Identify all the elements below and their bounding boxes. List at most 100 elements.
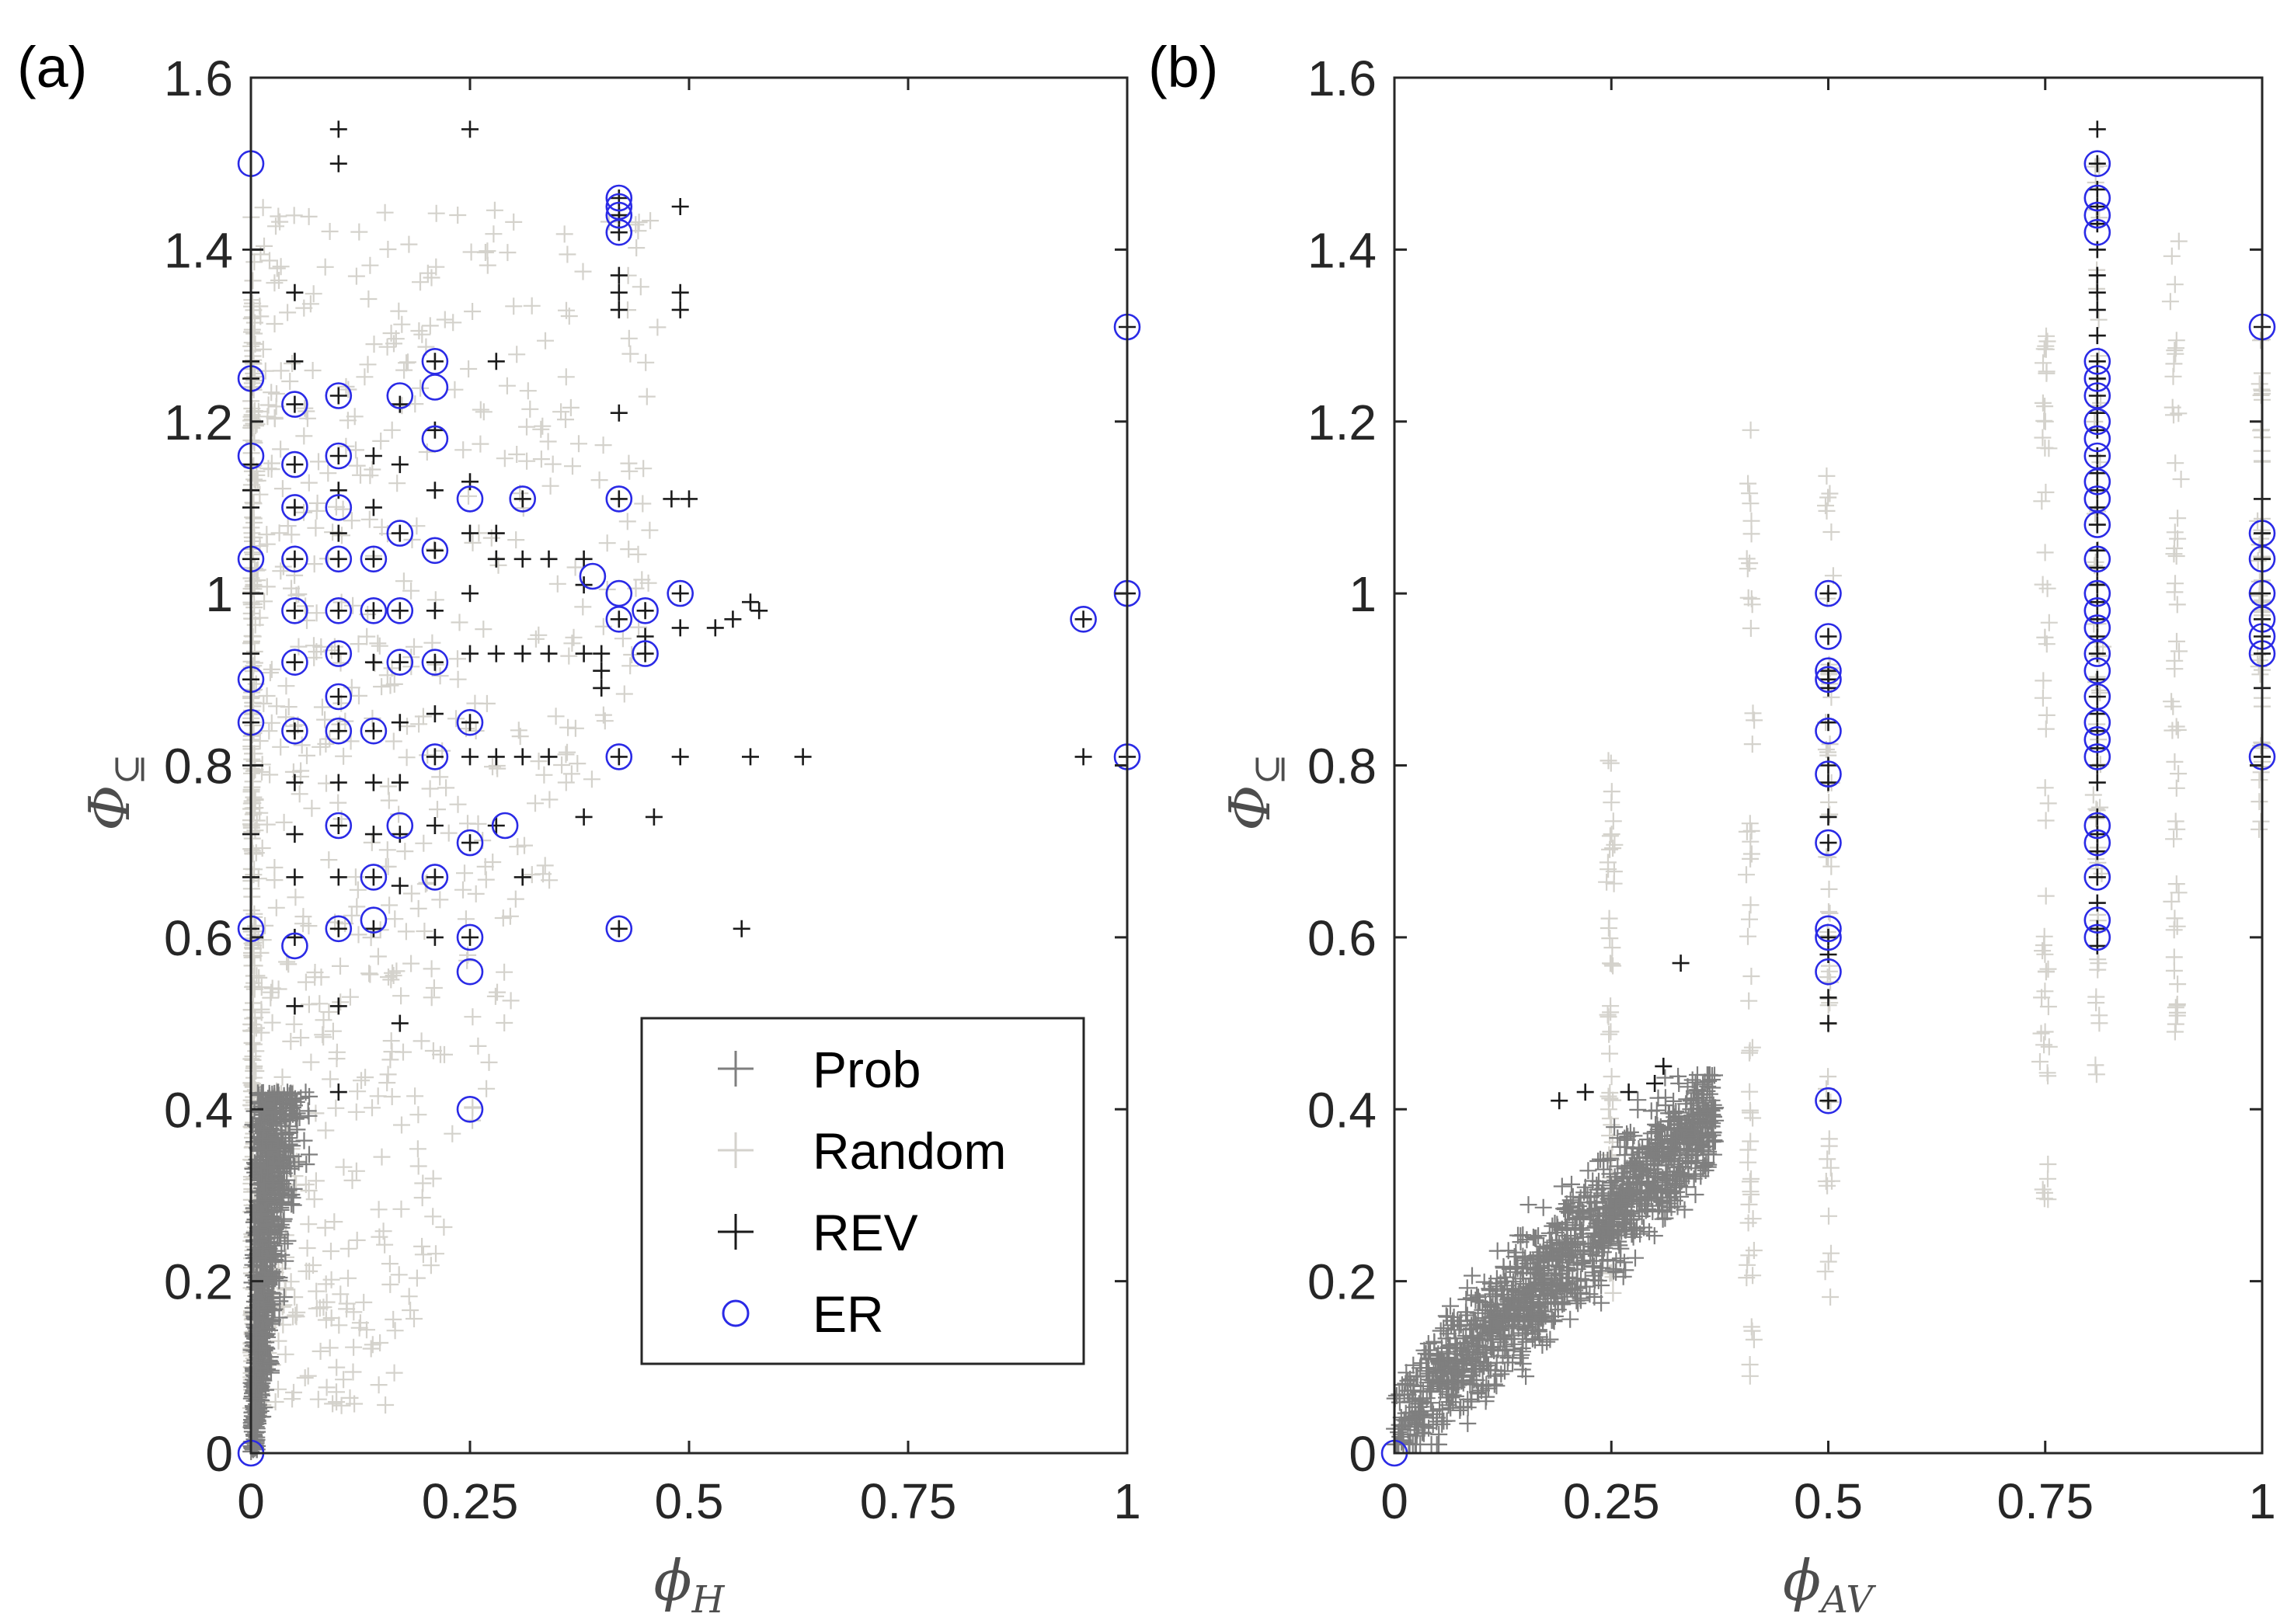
point-random bbox=[381, 1255, 399, 1273]
point-random bbox=[630, 214, 648, 231]
point-random bbox=[273, 1068, 291, 1086]
point-random bbox=[412, 273, 429, 291]
point-random bbox=[583, 770, 600, 788]
point-random bbox=[260, 722, 278, 740]
point-random bbox=[518, 452, 536, 470]
point-random bbox=[322, 1070, 339, 1088]
point-random bbox=[328, 1358, 346, 1376]
x-tick-label: 1 bbox=[1113, 1473, 1141, 1529]
y-tick-label: 0 bbox=[1349, 1426, 1377, 1482]
point-random bbox=[381, 1051, 399, 1069]
point-random bbox=[345, 1338, 363, 1356]
point-random bbox=[386, 910, 404, 928]
point-random bbox=[410, 715, 428, 733]
x-tick-label: 0 bbox=[1380, 1473, 1408, 1529]
point-random bbox=[266, 871, 284, 889]
point-random bbox=[357, 1069, 374, 1087]
point-random bbox=[472, 401, 489, 419]
point-random bbox=[347, 267, 365, 285]
point-random bbox=[349, 881, 367, 899]
point-random bbox=[274, 1316, 292, 1334]
point-random bbox=[421, 317, 439, 335]
point-random bbox=[431, 667, 449, 685]
panel-a: (a) 0 0.25 0.5 0.75 1 0 0.2 0.4 0.6 0.8 1 1.2 1.4 1.6… bbox=[17, 35, 1141, 1622]
point-random bbox=[362, 1340, 380, 1358]
point-random bbox=[424, 1208, 442, 1226]
point-random bbox=[527, 795, 544, 812]
point-random bbox=[358, 628, 376, 645]
panel-a-plot-area bbox=[237, 120, 1141, 1467]
point-random bbox=[284, 763, 302, 781]
point-random bbox=[594, 706, 612, 724]
point-random bbox=[351, 1314, 369, 1332]
point-random bbox=[521, 400, 539, 418]
point-random bbox=[536, 857, 554, 875]
point-random bbox=[244, 378, 262, 395]
point-random bbox=[272, 738, 290, 756]
point-random bbox=[263, 454, 280, 472]
point-random bbox=[316, 1219, 334, 1236]
x-tick-label: 1 bbox=[2248, 1473, 2276, 1529]
point-random bbox=[325, 1213, 343, 1231]
point-random bbox=[402, 955, 420, 972]
point-random bbox=[440, 824, 458, 842]
point-random bbox=[254, 199, 272, 217]
point-random bbox=[295, 427, 313, 445]
point-random bbox=[378, 666, 396, 684]
point-random bbox=[486, 987, 504, 1005]
point-random bbox=[244, 308, 262, 326]
point-random bbox=[406, 638, 423, 656]
point-random bbox=[494, 909, 512, 927]
point-random bbox=[484, 854, 502, 871]
point-random bbox=[427, 204, 445, 222]
point-random bbox=[408, 1269, 426, 1287]
point-random bbox=[321, 223, 339, 240]
y-tick-label: 0.6 bbox=[164, 910, 233, 966]
point-random bbox=[560, 308, 578, 325]
point-random bbox=[423, 960, 440, 978]
point-random bbox=[532, 450, 550, 468]
point-random bbox=[246, 791, 264, 809]
point-random bbox=[535, 766, 553, 784]
point-random bbox=[317, 1121, 335, 1139]
point-random bbox=[387, 330, 405, 348]
point-random bbox=[297, 973, 315, 991]
point-random bbox=[288, 1303, 306, 1321]
point-random bbox=[385, 1364, 403, 1382]
point-random bbox=[620, 541, 638, 558]
point-random bbox=[258, 687, 276, 704]
point-random bbox=[559, 245, 576, 263]
point-random bbox=[381, 676, 399, 694]
point-random bbox=[409, 899, 427, 917]
point-random bbox=[300, 917, 318, 935]
point-random bbox=[629, 545, 647, 563]
point-random bbox=[421, 780, 439, 798]
point-random bbox=[277, 1281, 294, 1299]
point-random bbox=[467, 885, 485, 902]
point-random bbox=[317, 1311, 335, 1329]
point-random bbox=[527, 630, 545, 648]
point-random bbox=[395, 572, 413, 590]
point-random bbox=[377, 1396, 395, 1414]
point-random bbox=[266, 1393, 284, 1410]
point-random bbox=[415, 834, 433, 852]
point-random bbox=[562, 398, 580, 416]
y-tick-label: 1.6 bbox=[164, 50, 233, 106]
panel-a-label: (a) bbox=[17, 35, 87, 99]
point-random bbox=[397, 923, 415, 941]
point-random bbox=[290, 638, 308, 656]
point-random bbox=[378, 338, 396, 356]
point-random bbox=[285, 207, 303, 224]
point-random bbox=[308, 643, 325, 661]
point-random bbox=[402, 885, 420, 902]
point-random bbox=[347, 1103, 365, 1121]
point-random bbox=[244, 509, 262, 527]
point-random bbox=[614, 630, 632, 648]
point-random bbox=[245, 415, 263, 433]
point-random bbox=[279, 304, 297, 322]
point-random bbox=[285, 1015, 303, 1033]
point-random bbox=[369, 635, 387, 652]
x-tick-label: 0 bbox=[237, 1473, 265, 1529]
point-random bbox=[327, 1099, 345, 1117]
